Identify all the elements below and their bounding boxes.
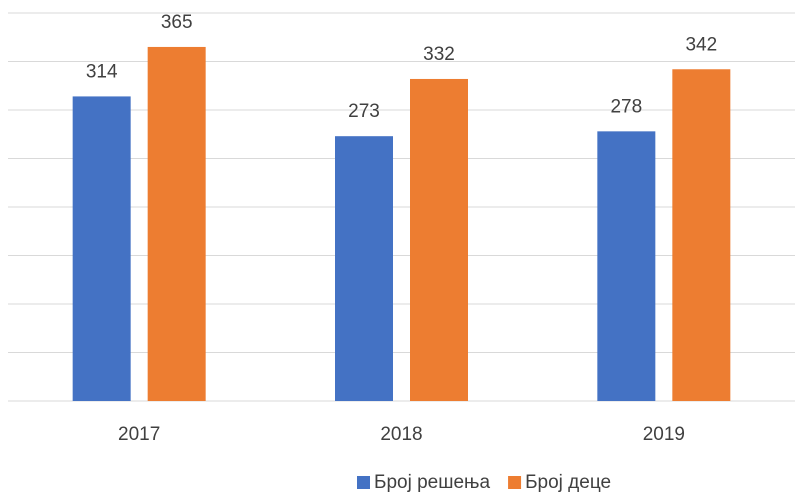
x-tick-label: 2018: [380, 424, 422, 445]
data-label: 365: [161, 12, 193, 33]
bar: [72, 96, 131, 402]
legend-label: Број деце: [525, 472, 611, 493]
x-tick-label: 2017: [118, 424, 160, 445]
legend-swatch: [508, 476, 522, 489]
legend-label: Број решења: [374, 472, 490, 493]
bar: [335, 136, 393, 401]
data-label: 278: [610, 96, 642, 117]
bar: [672, 69, 731, 401]
data-label: 314: [86, 61, 118, 82]
bar: [597, 131, 656, 401]
bar: [410, 78, 468, 402]
data-label: 342: [685, 34, 717, 55]
bar: [147, 46, 206, 401]
data-label: 273: [348, 101, 380, 122]
legend-swatch: [357, 476, 370, 489]
data-label: 332: [423, 44, 455, 65]
x-tick-label: 2019: [643, 424, 685, 445]
